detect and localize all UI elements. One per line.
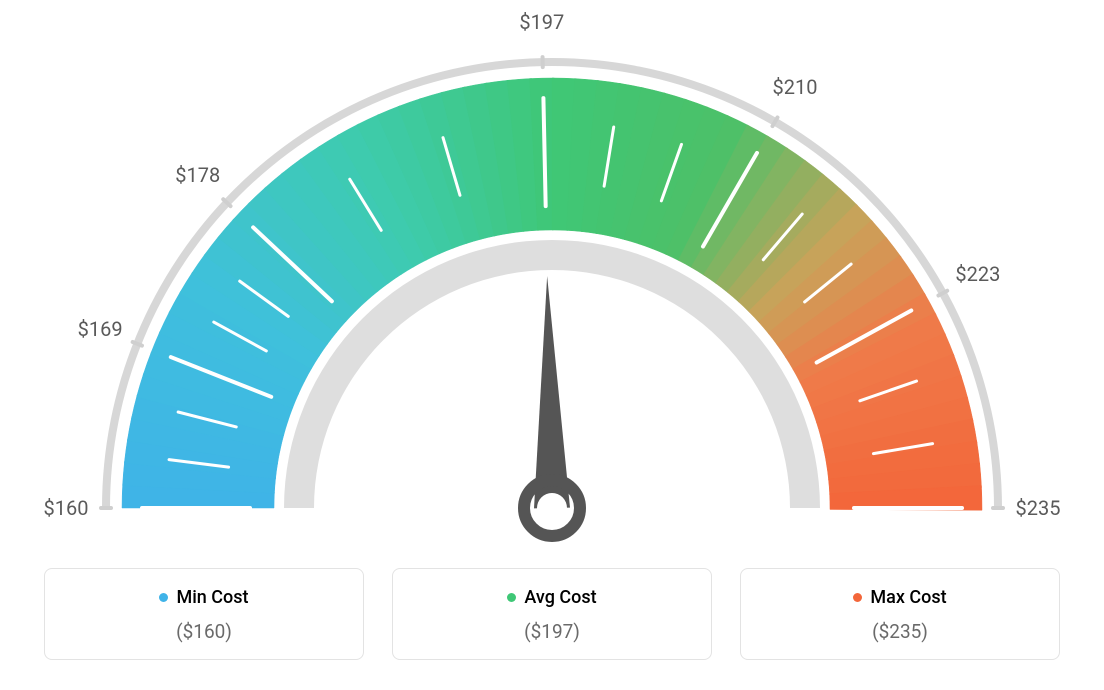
gauge-chart: $160 $169 $178 $197 $210 $223 $235 — [0, 0, 1104, 560]
legend-dot-avg — [507, 593, 516, 602]
legend-label-avg: Avg Cost — [524, 587, 596, 608]
gauge-tick-label: $210 — [773, 75, 818, 99]
legend-card-max: Max Cost ($235) — [740, 568, 1060, 660]
legend-card-min: Min Cost ($160) — [44, 568, 364, 660]
gauge-tick-label: $178 — [175, 163, 220, 187]
legend-card-avg: Avg Cost ($197) — [392, 568, 712, 660]
gauge-svg — [0, 0, 1104, 560]
gauge-tick-label: $197 — [519, 10, 564, 34]
gauge-tick-label: $223 — [955, 262, 1000, 286]
legend-value-avg: ($197) — [403, 620, 701, 643]
gauge-tick-label: $169 — [78, 317, 123, 341]
legend-row: Min Cost ($160) Avg Cost ($197) Max Cost… — [0, 568, 1104, 660]
gauge-tick-label: $235 — [1016, 496, 1061, 520]
legend-title-avg: Avg Cost — [507, 587, 596, 608]
gauge-tick-label: $160 — [44, 496, 89, 520]
legend-label-min: Min Cost — [176, 587, 248, 608]
legend-title-max: Max Cost — [853, 587, 946, 608]
legend-title-min: Min Cost — [159, 587, 248, 608]
legend-value-min: ($160) — [55, 620, 353, 643]
legend-dot-min — [159, 593, 168, 602]
legend-dot-max — [853, 593, 862, 602]
legend-label-max: Max Cost — [870, 587, 946, 608]
legend-value-max: ($235) — [751, 620, 1049, 643]
